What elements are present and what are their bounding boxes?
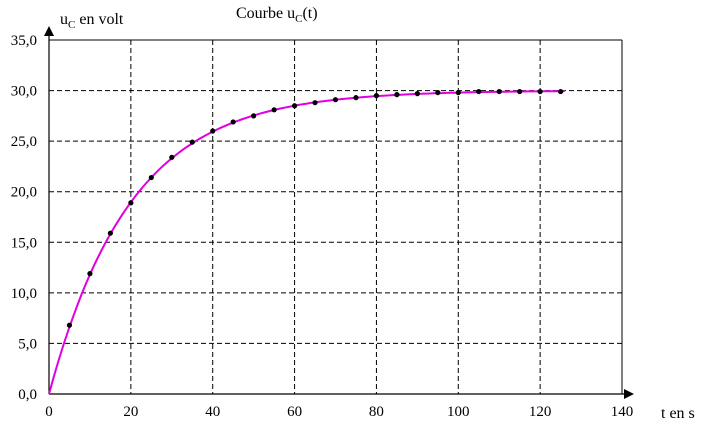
y-tick-label: 25,0	[11, 134, 37, 150]
y-tick-label: 20,0	[11, 185, 37, 201]
x-tick-label: 60	[287, 404, 302, 420]
y-tick-label: 0,0	[18, 387, 37, 403]
data-point	[332, 97, 339, 103]
axes	[44, 26, 634, 399]
data-point	[251, 113, 257, 119]
x-tick-label: 100	[447, 404, 470, 420]
data-point	[435, 89, 441, 96]
data-point	[558, 88, 564, 95]
y-tick-labels: 0,0 5,0 10,0 15,0 20,0 25,0 30,0 35,0	[11, 33, 37, 403]
y-tick-label: 15,0	[11, 235, 37, 251]
data-point	[394, 92, 400, 98]
data-point	[312, 100, 318, 106]
x-tick-label: 140	[611, 404, 634, 420]
y-tick-label: 10,0	[11, 286, 37, 302]
x-tick-label: 20	[123, 404, 138, 420]
y-tick-label: 30,0	[11, 84, 37, 100]
data-point	[128, 200, 134, 206]
data-point	[230, 119, 236, 125]
chart-title: Courbe uC(t)	[236, 5, 318, 25]
x-tick-label: 0	[45, 404, 53, 420]
data-point	[210, 128, 216, 134]
data-point	[87, 271, 93, 277]
y-tick-label: 5,0	[18, 336, 37, 352]
data-point	[169, 154, 175, 160]
data-point	[66, 322, 73, 328]
data-point	[291, 103, 298, 109]
data-point	[353, 95, 359, 101]
data-point	[455, 89, 461, 96]
data-point	[189, 139, 195, 145]
data-point	[537, 88, 543, 95]
data-point	[373, 93, 380, 99]
y-tick-label: 35,0	[11, 33, 37, 49]
x-tick-label: 40	[205, 404, 220, 420]
data-point	[414, 91, 420, 97]
x-axis-arrow	[624, 389, 634, 399]
y-axis-arrow	[44, 26, 54, 36]
grid-lines	[49, 39, 623, 394]
data-points	[66, 88, 564, 328]
y-axis-label: uC en volt	[60, 11, 124, 31]
x-axis-label: t en s	[661, 405, 695, 422]
x-tick-label: 80	[369, 404, 384, 420]
data-point	[517, 88, 523, 95]
x-tick-labels: 0 20 40 60 80 100 120 140	[45, 404, 633, 420]
data-point	[148, 174, 154, 181]
x-tick-label: 120	[529, 404, 552, 420]
data-point	[107, 230, 113, 236]
data-point	[271, 107, 277, 113]
data-point	[476, 88, 482, 95]
data-point	[496, 88, 502, 95]
